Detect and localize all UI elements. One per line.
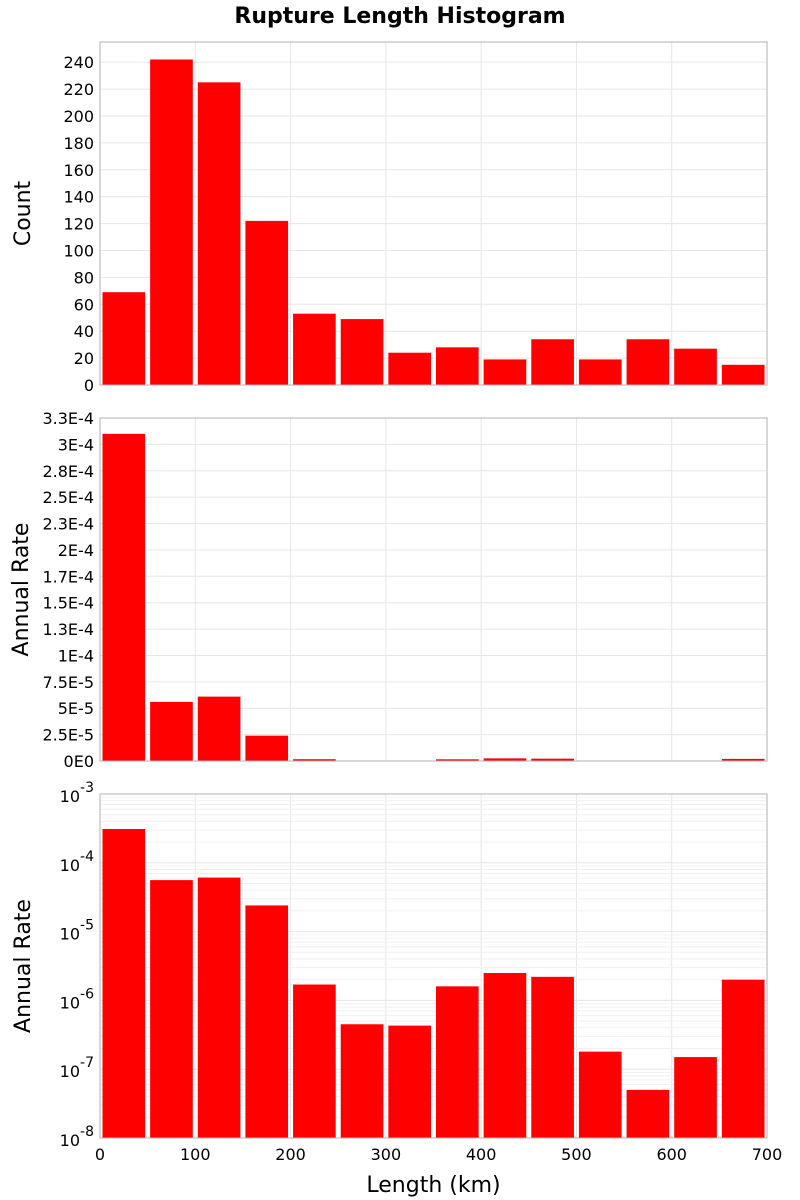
x-tick-label: 0 <box>95 1145 105 1164</box>
x-tick-label: 100 <box>180 1145 211 1164</box>
panels: 0 20 40 60 80 100 120 140 160 180 200 220 240 Count 0E… <box>9 41 782 1198</box>
y-axis-label: Count <box>11 180 36 246</box>
y-tick-label: 10-7 <box>60 1055 94 1081</box>
histogram-bar <box>483 359 527 385</box>
y-tick-label: 10-6 <box>60 986 94 1012</box>
y-tick-label: 200 <box>63 107 94 126</box>
plot-frame <box>99 793 768 1139</box>
y-tick-label: 3.3E-4 <box>42 409 94 428</box>
y-tick-label: 60 <box>74 295 94 314</box>
y-tick-label: 220 <box>63 80 94 99</box>
histogram-bar <box>578 1051 622 1138</box>
y-axis-label: Annual Rate <box>11 899 36 1033</box>
histogram-bar <box>102 828 146 1138</box>
y-tick-label: 2.5E-5 <box>42 726 94 745</box>
y-axis-label: Annual Rate <box>9 523 34 657</box>
x-tick-label: 700 <box>752 1145 783 1164</box>
histogram-bar <box>674 348 717 385</box>
panel-rate-log: 10-8 10-7 10-6 10-5 10-4 10-3 Annual Rate 0 100 2… <box>11 780 782 1198</box>
x-tick-label: 200 <box>275 1145 306 1164</box>
x-tick-label: 500 <box>561 1145 592 1164</box>
histogram-bar <box>436 759 479 761</box>
histogram-bar <box>721 364 765 385</box>
x-tick-label: 400 <box>466 1145 497 1164</box>
histogram-bar <box>150 880 193 1138</box>
plot-frame <box>99 41 768 386</box>
y-tick-label: 140 <box>63 188 94 207</box>
histogram-bar <box>436 347 479 385</box>
histogram-bar <box>293 313 336 385</box>
y-tick-label: 5E-5 <box>58 699 94 718</box>
y-tick-label: 120 <box>63 215 94 234</box>
histogram-bar <box>721 979 765 1138</box>
y-tick-label: 1.7E-4 <box>42 567 94 586</box>
histogram-bar <box>293 759 336 761</box>
histogram-bar <box>388 1025 431 1138</box>
y-tick-label: 10-8 <box>60 1124 94 1150</box>
y-tick-label: 2E-4 <box>58 541 94 560</box>
y-tick-label: 240 <box>63 53 94 72</box>
y-tick-label: 3E-4 <box>58 435 94 454</box>
histogram-bar <box>340 319 384 385</box>
y-tick-label: 2.3E-4 <box>42 515 94 534</box>
y-tick-label: 80 <box>74 268 94 287</box>
histogram-bar <box>483 973 527 1138</box>
histogram-bar <box>483 758 527 761</box>
histogram-bar <box>340 1024 384 1138</box>
panel-count: 0 20 40 60 80 100 120 140 160 180 200 220 240 Count <box>11 41 768 395</box>
x-axis-label: Length (km) <box>366 1173 500 1198</box>
y-tick-label: 2.8E-4 <box>42 462 94 481</box>
histogram-bar <box>388 352 431 385</box>
histogram-bar <box>578 359 622 385</box>
histogram-bar <box>293 984 336 1138</box>
histogram-bar <box>721 758 765 761</box>
x-tick-label: 600 <box>656 1145 687 1164</box>
histogram-bar <box>531 758 574 761</box>
histogram-bar <box>150 701 193 761</box>
histogram-bar <box>531 976 574 1138</box>
histogram-bar <box>245 735 289 761</box>
y-tick-label: 0E0 <box>64 752 94 771</box>
histogram-bar <box>245 905 289 1138</box>
histogram-bar <box>197 696 241 761</box>
y-tick-label: 1.5E-4 <box>42 594 94 613</box>
histogram-bar <box>197 877 241 1138</box>
histogram-bar <box>245 220 289 385</box>
histogram-bar <box>436 986 479 1138</box>
panel-rate-linear: 0E0 2.5E-5 5E-5 7.5E-5 1E-4 1.3E-4 1.5E-4 1.7E-… <box>9 409 768 771</box>
y-tick-label: 10-5 <box>60 918 94 944</box>
y-tick-label: 10-3 <box>60 780 94 806</box>
y-tick-label: 1.3E-4 <box>42 620 94 639</box>
histogram-bar <box>531 339 574 385</box>
x-tick-label: 300 <box>371 1145 402 1164</box>
y-tick-label: 1E-4 <box>58 646 94 665</box>
histogram-bar <box>197 82 241 386</box>
histogram-bar <box>102 433 146 761</box>
y-tick-label: 10-4 <box>60 849 94 875</box>
y-tick-label: 0 <box>84 376 94 395</box>
y-tick-label: 40 <box>74 322 94 341</box>
y-tick-label: 20 <box>74 349 94 368</box>
histogram-bar <box>102 292 146 385</box>
histogram-bar <box>150 59 193 386</box>
y-tick-label: 2.5E-4 <box>42 488 94 507</box>
histogram-bar <box>626 1089 670 1138</box>
plot-frame <box>99 417 768 762</box>
y-tick-label: 160 <box>63 161 94 180</box>
y-tick-label: 100 <box>63 241 94 260</box>
y-tick-label: 7.5E-5 <box>42 673 94 692</box>
y-tick-label: 180 <box>63 134 94 153</box>
histogram-bar <box>626 339 670 385</box>
histogram-bar <box>674 1057 717 1138</box>
chart-title: Rupture Length Histogram <box>234 4 565 29</box>
